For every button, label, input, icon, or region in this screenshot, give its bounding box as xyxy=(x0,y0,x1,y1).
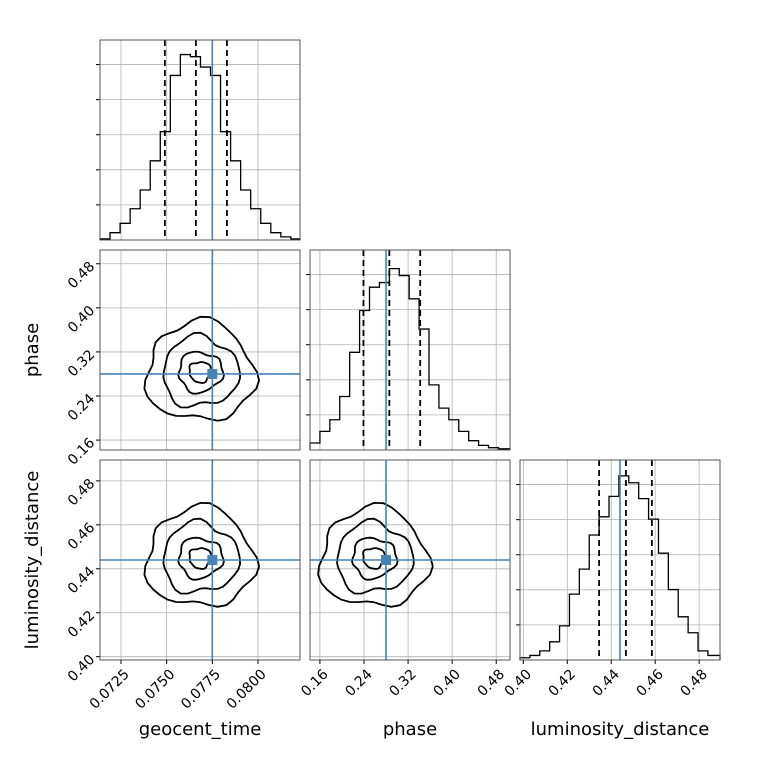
histogram-geocent_time xyxy=(99,53,301,240)
x-tick-label: 0.48 xyxy=(678,666,711,699)
panel-background xyxy=(310,250,510,450)
truth-marker xyxy=(207,368,218,379)
contour-line xyxy=(162,331,242,409)
contour-line xyxy=(188,547,214,570)
panel-background xyxy=(100,40,300,240)
panel-frame xyxy=(99,459,301,661)
y-tick-label: 0.46 xyxy=(65,520,98,553)
contour-line xyxy=(317,501,434,608)
x-tick-label: 0.24 xyxy=(342,666,375,699)
x-axis-label-phase: phase xyxy=(383,719,437,740)
x-axis-label-luminosity_distance: luminosity_distance xyxy=(531,719,710,740)
x-tick-label: 0.16 xyxy=(298,666,331,699)
contour-line xyxy=(143,315,261,422)
contour-line xyxy=(177,350,225,395)
contour-line xyxy=(351,536,399,581)
y-tick-label: 0.40 xyxy=(65,652,98,685)
x-tick-label: 0.40 xyxy=(502,666,535,699)
x-tick-label: 0.42 xyxy=(546,666,579,699)
y-tick-label: 0.48 xyxy=(65,476,98,509)
main-layer: 0.0725 0.0750 0.0775 0.0800 geocent_time 0.16… xyxy=(22,39,721,740)
y-axis-label-luminosity_distance: luminosity_distance xyxy=(22,471,43,650)
y-tick-label: 0.44 xyxy=(65,564,98,597)
histogram-luminosity_distance xyxy=(519,475,721,660)
y-tick-label: 0.48 xyxy=(65,259,98,292)
y-tick-label: 0.32 xyxy=(65,347,98,380)
contour-line xyxy=(188,361,214,384)
y-tick-label: 0.16 xyxy=(65,435,98,468)
y-tick-label: 0.40 xyxy=(65,303,98,336)
contour-line xyxy=(143,501,261,608)
contour-line xyxy=(162,517,242,595)
truth-marker xyxy=(207,555,218,565)
x-tick-label: 0.44 xyxy=(590,666,623,699)
contour-line xyxy=(336,517,415,595)
x-tick-label: 0.48 xyxy=(475,666,508,699)
x-tick-label: 0.0775 xyxy=(178,666,224,712)
x-tick-label: 0.0750 xyxy=(132,666,178,712)
panel-frame xyxy=(519,459,721,661)
y-axis-label-phase: phase xyxy=(22,323,43,377)
contour-line xyxy=(177,536,225,581)
contour-line xyxy=(362,547,387,570)
x-tick-label: 0.0725 xyxy=(87,666,133,712)
y-tick-label: 0.24 xyxy=(65,391,98,424)
x-axis-label-geocent_time: geocent_time xyxy=(139,719,262,740)
panel-frame xyxy=(309,459,511,661)
panel-background xyxy=(100,250,300,450)
x-tick-label: 0.32 xyxy=(386,666,419,699)
x-tick-label: 0.46 xyxy=(634,666,667,699)
truth-marker xyxy=(381,555,392,565)
x-tick-label: 0.0800 xyxy=(224,666,270,712)
panel-frame xyxy=(99,249,301,451)
panel-frame xyxy=(99,39,301,241)
x-tick-label: 0.40 xyxy=(431,666,464,699)
y-tick-label: 0.42 xyxy=(65,608,98,641)
histogram-phase xyxy=(309,267,511,450)
panel-frame xyxy=(309,249,511,451)
